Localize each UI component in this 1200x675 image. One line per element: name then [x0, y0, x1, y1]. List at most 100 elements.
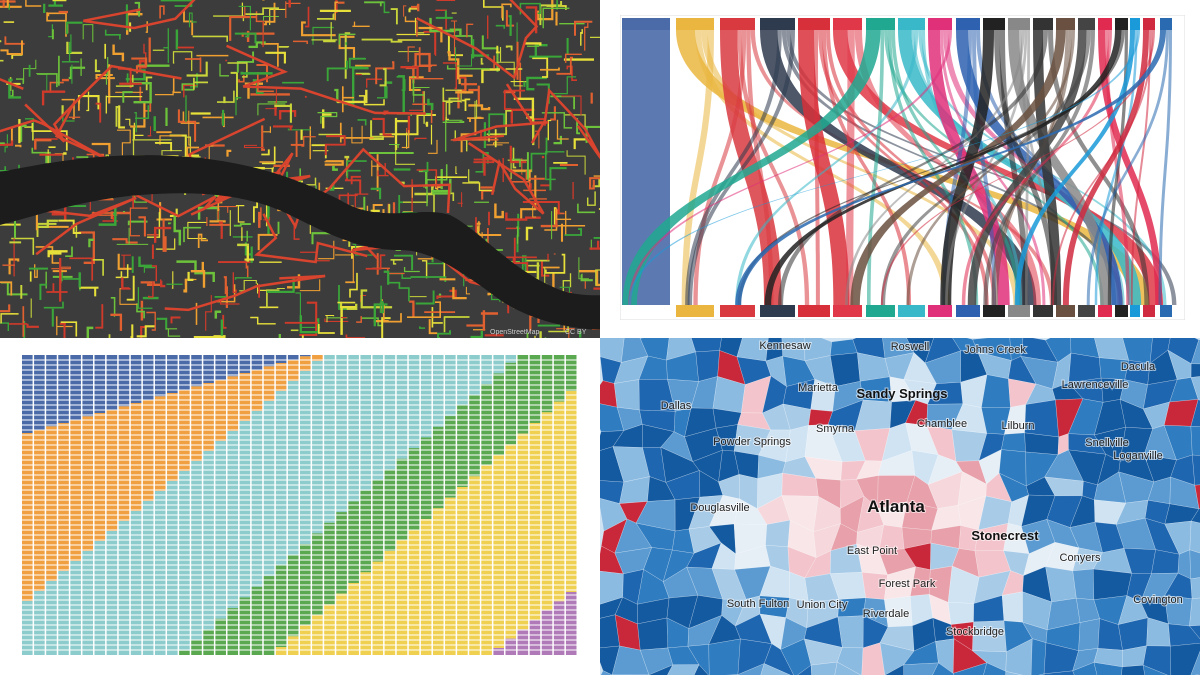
street: [95, 304, 104, 329]
street: [370, 187, 382, 200]
street: [188, 12, 197, 28]
street: [244, 246, 254, 261]
segment: [239, 373, 251, 421]
river: [0, 155, 600, 330]
segment: [360, 572, 372, 655]
street: [183, 84, 198, 98]
street: [408, 76, 424, 91]
place-label: Stockbridge: [946, 626, 1004, 638]
flow: [622, 30, 881, 305]
segment: [263, 576, 275, 655]
node-bottom: [1160, 305, 1172, 317]
street: [425, 121, 429, 127]
street: [115, 74, 134, 87]
street: [457, 77, 467, 109]
segment: [553, 401, 565, 602]
street: [86, 326, 94, 338]
node-bottom: [1033, 305, 1053, 317]
tract: [1189, 549, 1200, 580]
street: [396, 75, 405, 115]
node-top: [1008, 18, 1030, 30]
segment: [58, 423, 69, 571]
street: [159, 135, 182, 145]
segment: [384, 355, 396, 470]
street: [366, 78, 383, 88]
street: [43, 301, 64, 309]
street: [61, 98, 75, 120]
node-bottom: [760, 305, 795, 317]
street: [379, 301, 384, 314]
tract: [687, 644, 710, 675]
segment: [287, 636, 299, 655]
street: [442, 121, 465, 123]
flow: [887, 30, 979, 305]
main-road: [416, 0, 539, 80]
street: [105, 57, 109, 85]
street: [401, 130, 410, 149]
street: [470, 330, 483, 338]
segment: [517, 629, 529, 655]
main-road: [107, 177, 269, 218]
street: [394, 117, 410, 150]
street: [418, 26, 443, 43]
street: [525, 226, 533, 241]
street: [407, 301, 441, 318]
street: [564, 228, 583, 236]
segment: [493, 355, 504, 374]
street: [15, 144, 22, 148]
segment: [348, 355, 359, 502]
street: [573, 138, 586, 150]
street: [427, 98, 434, 110]
flow: [693, 30, 747, 305]
street: [445, 89, 462, 103]
tract: [1024, 432, 1059, 455]
street: [540, 67, 560, 71]
node-top: [1143, 18, 1155, 30]
street: [377, 163, 389, 177]
street: [52, 0, 67, 2]
street: [452, 287, 467, 300]
street: [508, 15, 512, 36]
segment: [142, 501, 154, 655]
flow: [1158, 30, 1172, 305]
tract: [1170, 642, 1200, 675]
street: [160, 0, 193, 7]
tract: [1190, 363, 1200, 378]
segment: [263, 401, 275, 577]
segment: [287, 554, 299, 637]
segment: [396, 355, 408, 459]
segment: [565, 355, 577, 391]
street: [25, 0, 42, 7]
street: [129, 207, 148, 237]
street: [173, 213, 182, 246]
street: [304, 95, 307, 98]
street: [46, 12, 67, 22]
flow: [1107, 30, 1128, 305]
street: [369, 120, 384, 140]
street: [546, 253, 549, 261]
node-top: [1033, 18, 1053, 30]
street: [496, 61, 523, 87]
street: [403, 267, 420, 273]
tract: [810, 661, 838, 675]
segment: [179, 355, 190, 390]
street: [325, 314, 335, 323]
tract: [1190, 376, 1200, 401]
place-label: Atlanta: [867, 497, 925, 516]
segment: [553, 355, 565, 402]
place-label: Snellville: [1085, 437, 1128, 449]
street: [411, 3, 420, 12]
segment: [336, 593, 347, 655]
street: [261, 43, 279, 67]
node-bottom: [1130, 305, 1140, 317]
street: [461, 98, 471, 111]
street: [127, 220, 148, 226]
node-bottom: [1056, 305, 1075, 317]
place-label: Dacula: [1121, 361, 1156, 373]
segment: [275, 565, 287, 647]
place-label: Powder Springs: [713, 436, 791, 448]
street: [58, 219, 82, 234]
tract: [1190, 650, 1200, 675]
street: [354, 193, 369, 211]
street: [0, 0, 16, 8]
